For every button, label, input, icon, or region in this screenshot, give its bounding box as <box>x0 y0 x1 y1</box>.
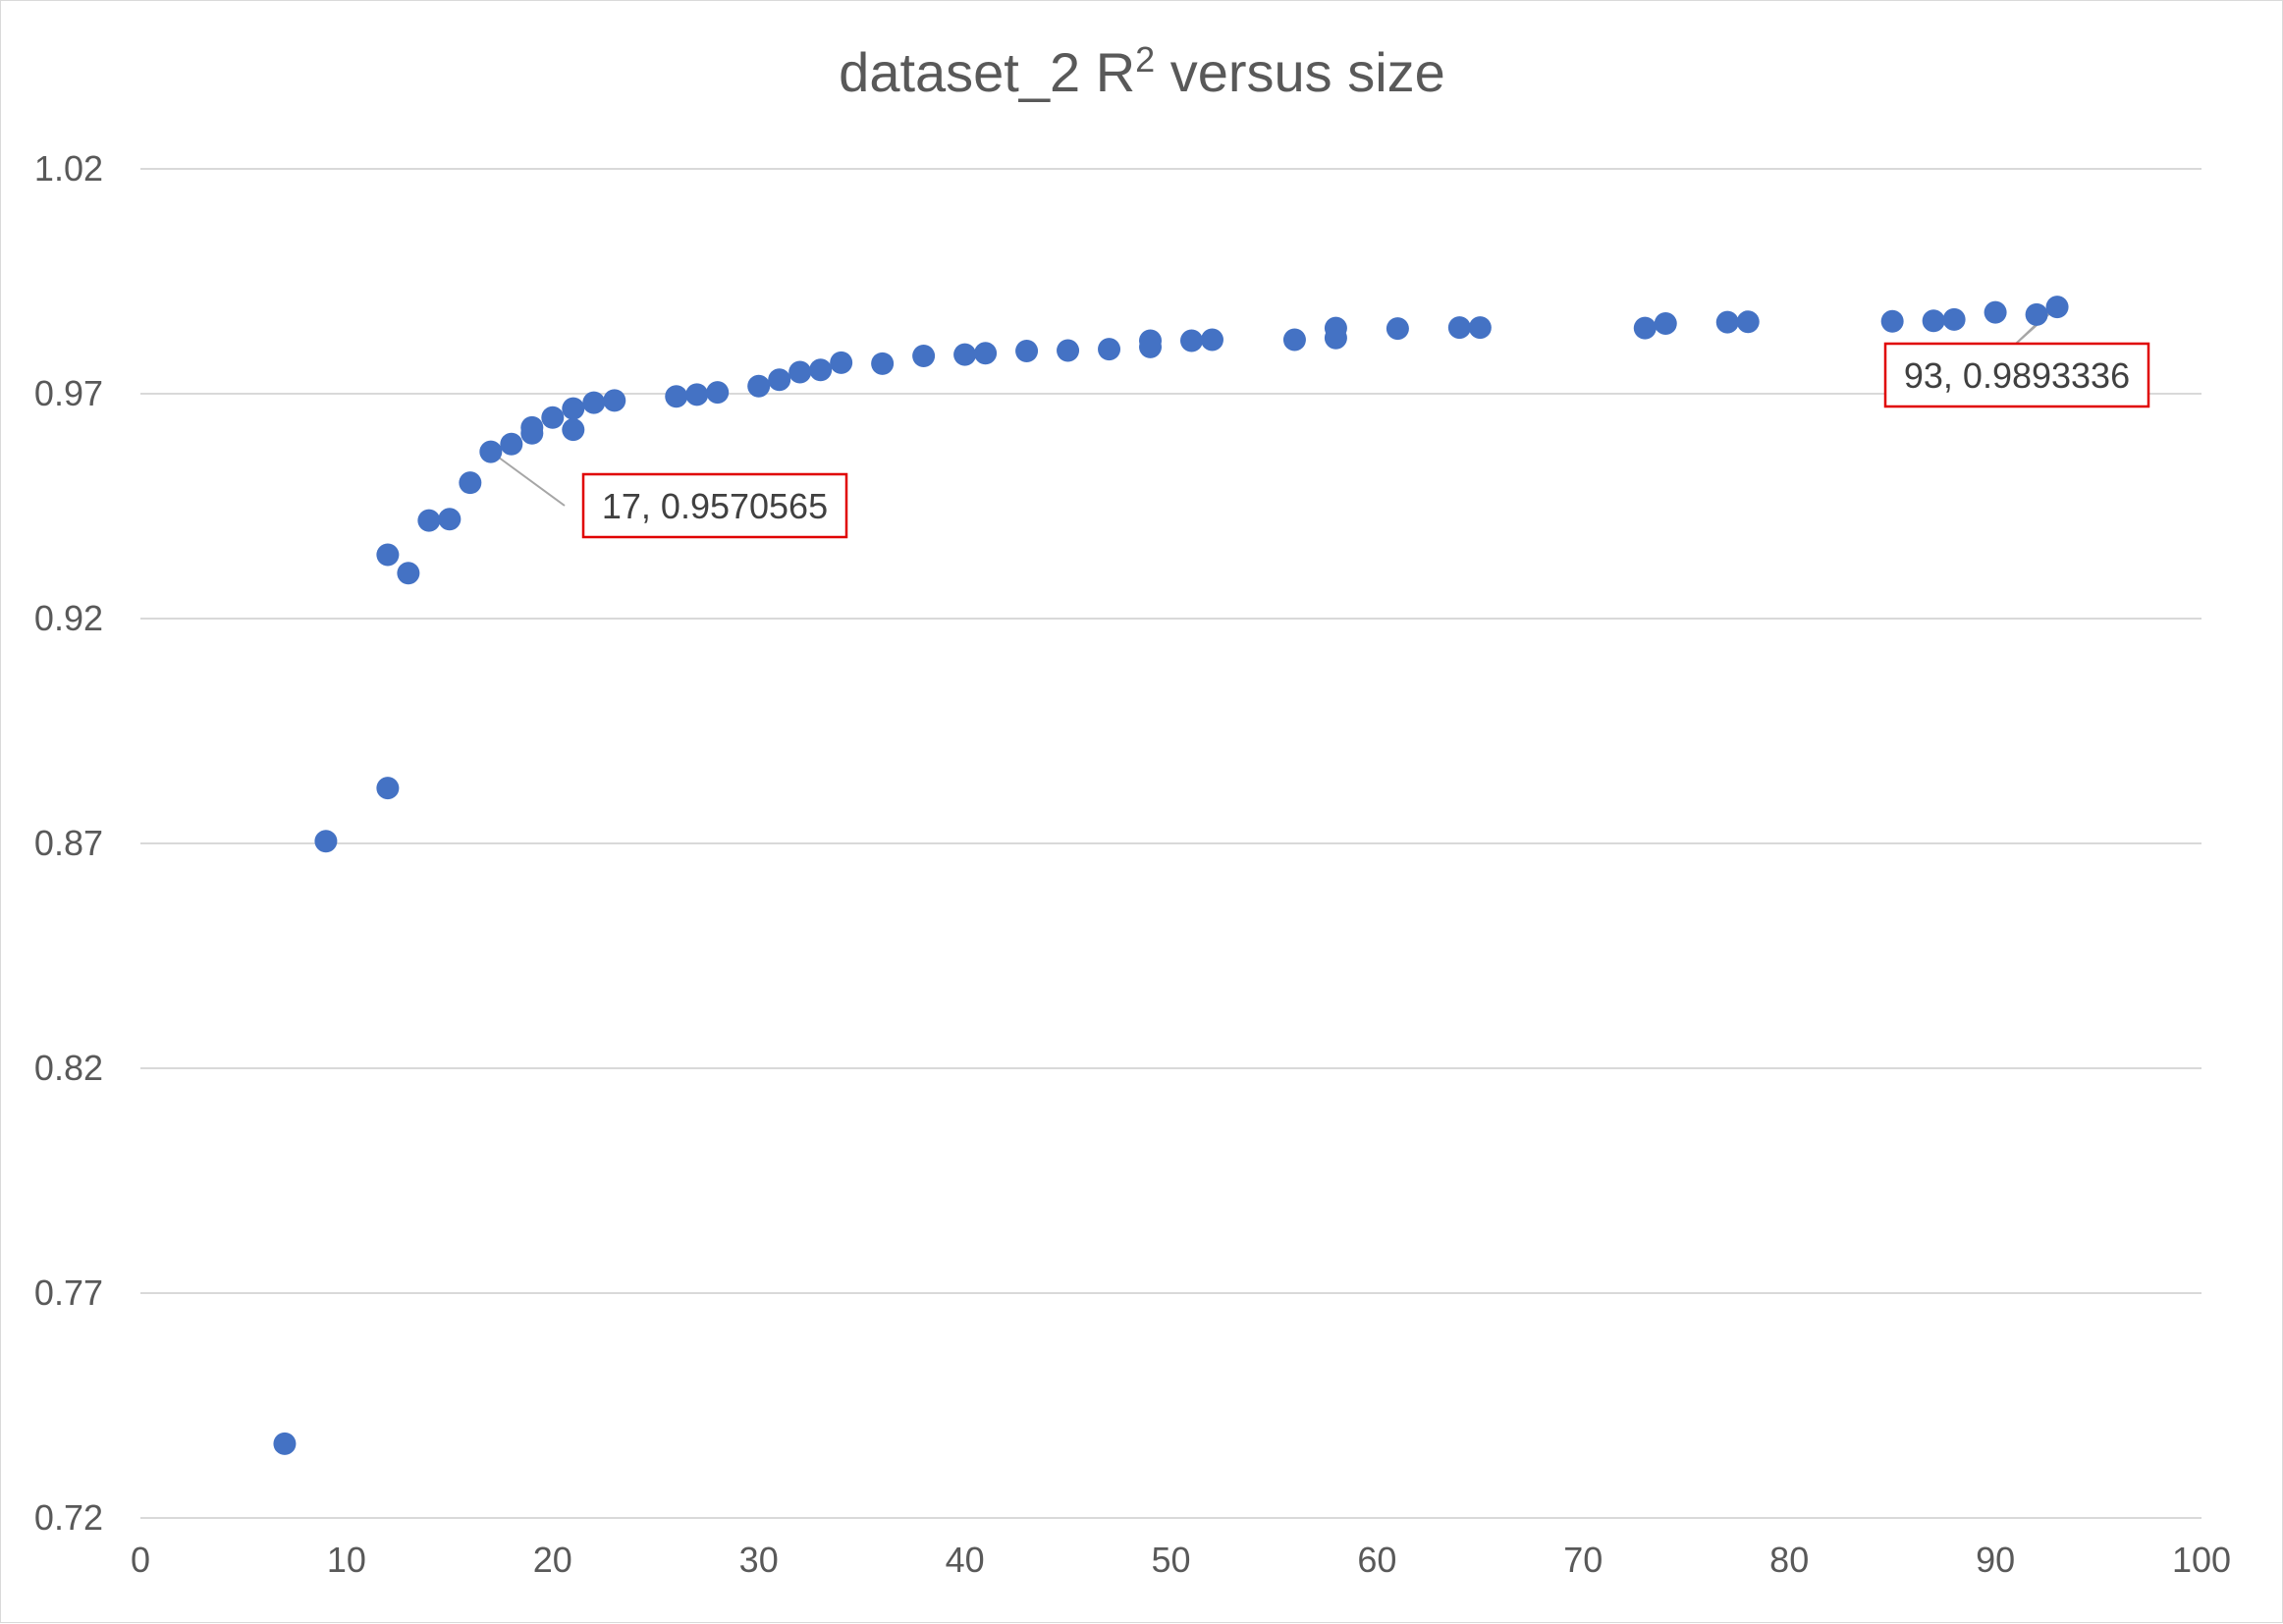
data-callouts: 17, 0.9570565 93, 0.9893336 <box>581 342 2150 539</box>
x-tick-label: 100 <box>2172 1540 2231 1580</box>
data-point <box>479 440 503 463</box>
data-point <box>685 383 709 406</box>
y-tick-label: 0.82 <box>34 1048 103 1088</box>
data-point <box>520 415 544 439</box>
callout-label: 93, 0.9893336 <box>1904 355 2130 396</box>
chart-title-main: dataset_2 R <box>839 41 1135 103</box>
data-point <box>1942 307 1966 331</box>
data-point <box>417 509 441 532</box>
data-point <box>1984 300 2007 324</box>
data-points <box>273 296 2069 1455</box>
data-point <box>1880 309 1904 333</box>
data-point <box>459 471 482 495</box>
x-tick-label: 20 <box>533 1540 572 1580</box>
y-tick-label: 0.87 <box>34 823 103 863</box>
chart-title: dataset_2 R2 versus size <box>839 39 1445 103</box>
data-point <box>2025 302 2048 326</box>
callout-box <box>1883 342 2150 408</box>
data-point <box>500 432 523 456</box>
y-tick-label: 0.77 <box>34 1272 103 1313</box>
data-point <box>438 508 462 531</box>
data-point <box>1715 310 1739 334</box>
chart-title-suffix: versus size <box>1155 41 1445 103</box>
data-point <box>809 358 833 382</box>
data-point <box>768 368 791 392</box>
callout-label: 17, 0.9570565 <box>602 486 828 526</box>
data-point <box>974 342 998 365</box>
callout-box <box>581 472 848 539</box>
data-point <box>314 830 338 853</box>
data-point <box>1098 338 1121 361</box>
data-point <box>541 406 565 429</box>
data-point <box>1324 316 1347 340</box>
data-point <box>376 777 400 800</box>
data-point <box>2045 296 2069 319</box>
data-point <box>1015 339 1039 362</box>
x-tick-label: 80 <box>1769 1540 1809 1580</box>
data-point <box>1468 316 1492 340</box>
x-axis-ticks: 0 10 20 30 40 50 60 70 80 90 100 <box>131 1540 2231 1580</box>
y-tick-label: 1.02 <box>34 148 103 189</box>
y-tick-label: 0.72 <box>34 1497 103 1538</box>
x-tick-label: 40 <box>946 1540 985 1580</box>
data-point <box>1200 328 1223 352</box>
data-point <box>1179 329 1203 352</box>
x-tick-label: 90 <box>1976 1540 2015 1580</box>
x-tick-label: 50 <box>1151 1540 1190 1580</box>
data-point <box>1139 329 1163 352</box>
data-point <box>706 381 730 405</box>
data-point <box>747 374 771 398</box>
data-point <box>830 351 853 374</box>
data-point <box>582 391 606 414</box>
x-tick-label: 10 <box>327 1540 366 1580</box>
data-point <box>1922 309 1945 333</box>
x-tick-label: 30 <box>739 1540 779 1580</box>
y-tick-label: 0.92 <box>34 598 103 638</box>
data-point <box>953 343 977 366</box>
data-point <box>1654 312 1677 336</box>
x-tick-label: 60 <box>1357 1540 1396 1580</box>
data-point <box>1736 310 1760 334</box>
data-point <box>1282 328 1306 352</box>
data-point <box>871 352 895 375</box>
data-point <box>665 385 688 408</box>
chart-title-superscript: 2 <box>1135 39 1155 80</box>
data-point <box>1633 316 1657 340</box>
data-point <box>273 1432 297 1455</box>
data-point <box>397 562 420 585</box>
data-point <box>603 389 626 412</box>
data-point <box>788 360 812 384</box>
data-point <box>912 345 936 368</box>
x-tick-label: 0 <box>131 1540 150 1580</box>
data-point <box>376 543 400 567</box>
data-point <box>1057 339 1080 362</box>
y-axis-ticks: 0.72 0.77 0.82 0.87 0.92 0.97 1.02 <box>34 148 103 1538</box>
callout-leader-line <box>490 451 566 507</box>
data-point <box>1386 317 1409 341</box>
data-point <box>562 418 585 442</box>
data-point <box>1447 316 1471 340</box>
gridlines <box>140 168 2201 1519</box>
y-tick-label: 0.97 <box>34 373 103 413</box>
data-point <box>562 397 585 420</box>
x-tick-label: 70 <box>1563 1540 1603 1580</box>
